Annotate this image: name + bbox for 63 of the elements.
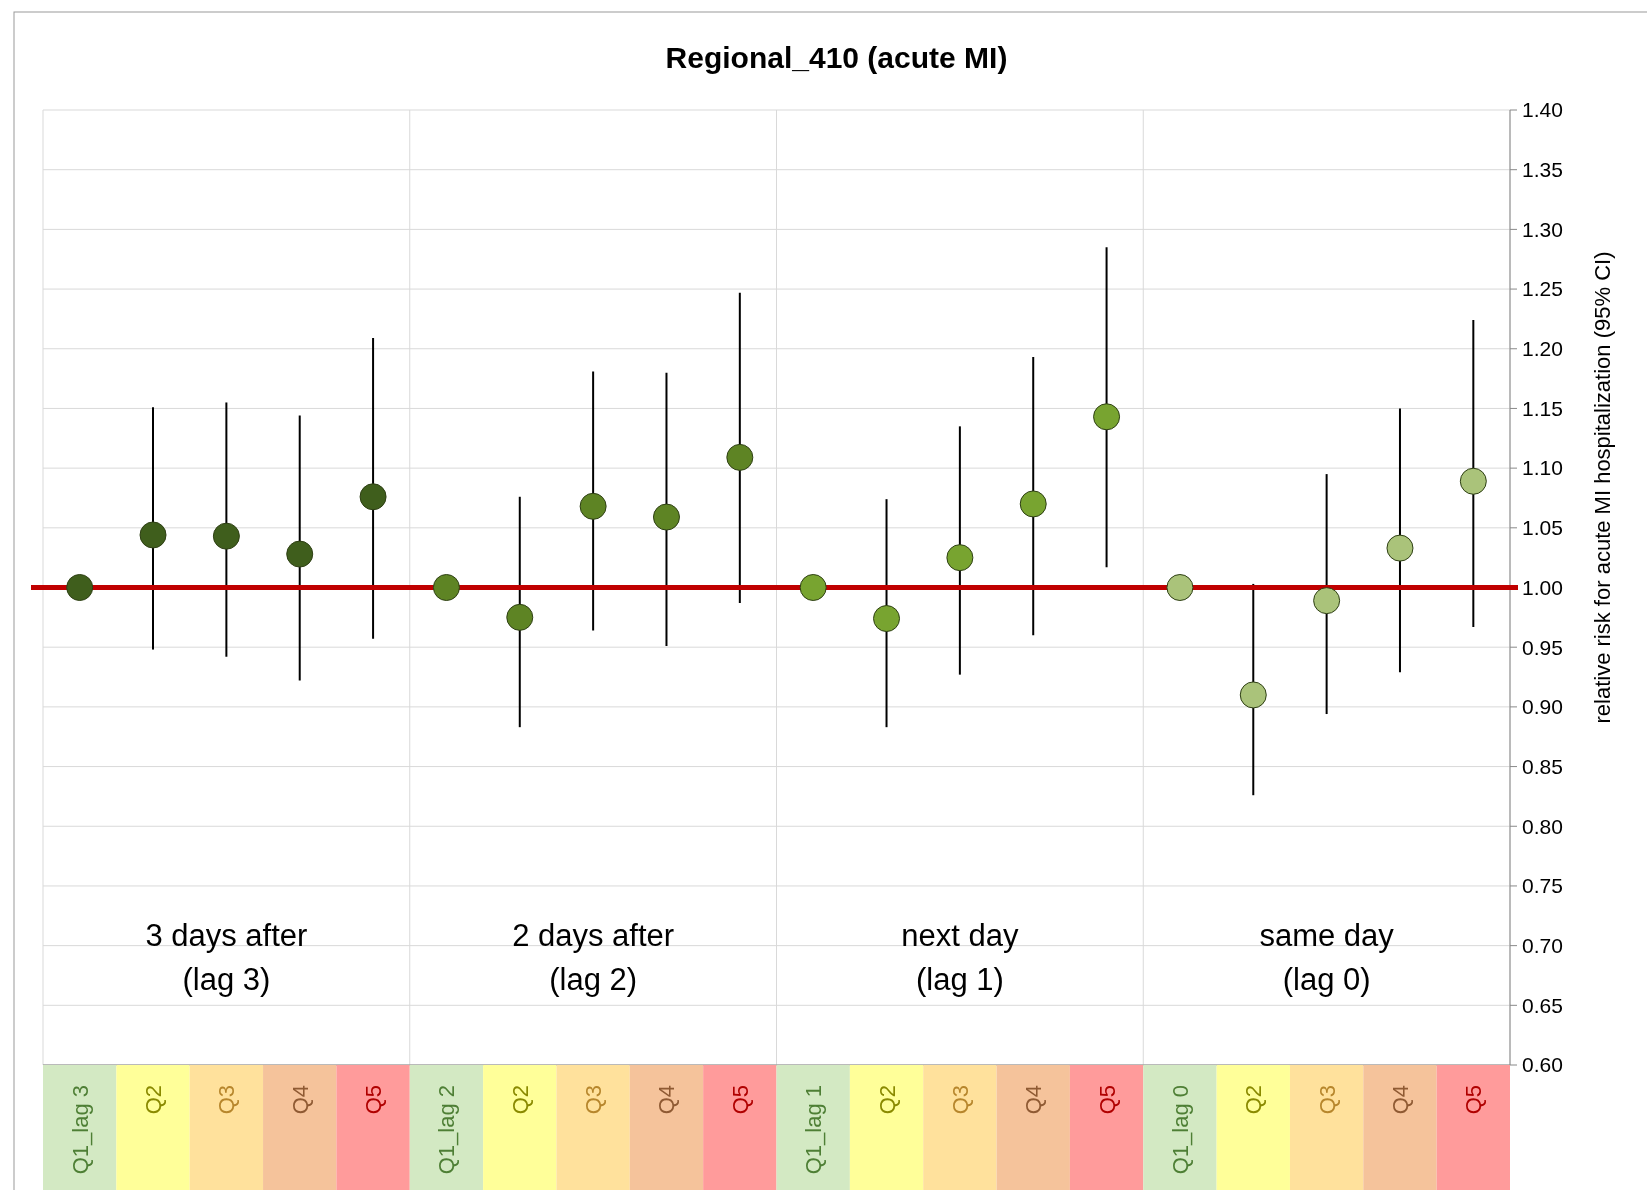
point bbox=[286, 540, 314, 568]
y-tick-label: 0.70 bbox=[1522, 933, 1563, 957]
x-tick-label: Q3 bbox=[947, 1085, 973, 1115]
point bbox=[799, 574, 827, 601]
point bbox=[1019, 490, 1047, 518]
annotation: 2 days after (lag 2) bbox=[512, 917, 675, 997]
annotation: next day (lag 1) bbox=[901, 917, 1019, 997]
y-tick-label: 1.10 bbox=[1522, 456, 1563, 480]
point bbox=[579, 492, 607, 520]
point bbox=[1093, 403, 1121, 431]
y-tick-label: 0.95 bbox=[1522, 635, 1563, 659]
x-tick-label: Q2 bbox=[1241, 1085, 1267, 1115]
chart-title: Regional_410 (acute MI) bbox=[665, 41, 1008, 74]
x-tick-label: Q5 bbox=[1461, 1085, 1487, 1115]
y-tick-label: 1.25 bbox=[1522, 277, 1563, 301]
y-axis-title: relative risk for acute MI hospitalization (95% CI) bbox=[1590, 251, 1615, 724]
annotation: 3 days after (lag 3) bbox=[145, 917, 308, 997]
point bbox=[432, 574, 460, 601]
point bbox=[652, 503, 680, 531]
point bbox=[212, 522, 240, 550]
y-tick-label: 0.85 bbox=[1522, 754, 1563, 778]
point bbox=[1239, 681, 1267, 709]
point bbox=[66, 574, 94, 601]
point bbox=[1313, 587, 1341, 615]
point bbox=[1386, 534, 1414, 562]
point bbox=[946, 544, 974, 572]
point bbox=[139, 521, 167, 549]
y-tick-label: 1.00 bbox=[1522, 575, 1563, 599]
y-tick-label: 1.05 bbox=[1522, 516, 1563, 540]
y-tick-label: 0.60 bbox=[1522, 1053, 1563, 1077]
x-tick-label: Q1_lag 2 bbox=[434, 1085, 460, 1175]
x-tick-label: Q2 bbox=[141, 1085, 167, 1115]
point bbox=[873, 605, 901, 633]
y-tick-label: 1.20 bbox=[1522, 337, 1563, 361]
y-tick-label: 0.65 bbox=[1522, 993, 1563, 1017]
y-tick-label: 0.75 bbox=[1522, 874, 1563, 898]
x-tick-label: Q4 bbox=[1387, 1085, 1413, 1115]
x-tick-label: Q1_lag 0 bbox=[1167, 1085, 1193, 1175]
x-tick-label: Q1_lag 3 bbox=[67, 1085, 93, 1175]
y-tick-label: 1.35 bbox=[1522, 158, 1563, 182]
annotation: same day (lag 0) bbox=[1259, 917, 1395, 997]
x-tick-label: Q4 bbox=[654, 1085, 680, 1115]
point bbox=[726, 443, 754, 471]
x-tick-label: Q5 bbox=[727, 1085, 753, 1115]
x-tick-label: Q4 bbox=[287, 1085, 313, 1115]
point bbox=[1459, 467, 1487, 495]
x-tick-label: Q3 bbox=[581, 1085, 607, 1115]
y-tick-label: 0.90 bbox=[1522, 695, 1563, 719]
x-tick-label: Q2 bbox=[874, 1085, 900, 1115]
x-tick-label: Q5 bbox=[1094, 1085, 1120, 1115]
y-tick-label: 1.15 bbox=[1522, 396, 1563, 420]
point bbox=[359, 483, 387, 511]
x-tick-label: Q3 bbox=[1314, 1085, 1340, 1115]
x-tick-label: Q5 bbox=[361, 1085, 387, 1115]
point bbox=[506, 603, 534, 631]
point bbox=[1166, 574, 1194, 601]
x-tick-label: Q2 bbox=[507, 1085, 533, 1115]
y-tick-label: 1.30 bbox=[1522, 217, 1563, 241]
x-tick-label: Q4 bbox=[1021, 1085, 1047, 1115]
y-tick-label: 0.80 bbox=[1522, 814, 1563, 838]
y-tick-label: 1.40 bbox=[1522, 98, 1563, 122]
x-tick-label: Q3 bbox=[214, 1085, 240, 1115]
x-tick-label: Q1_lag 1 bbox=[801, 1085, 827, 1175]
